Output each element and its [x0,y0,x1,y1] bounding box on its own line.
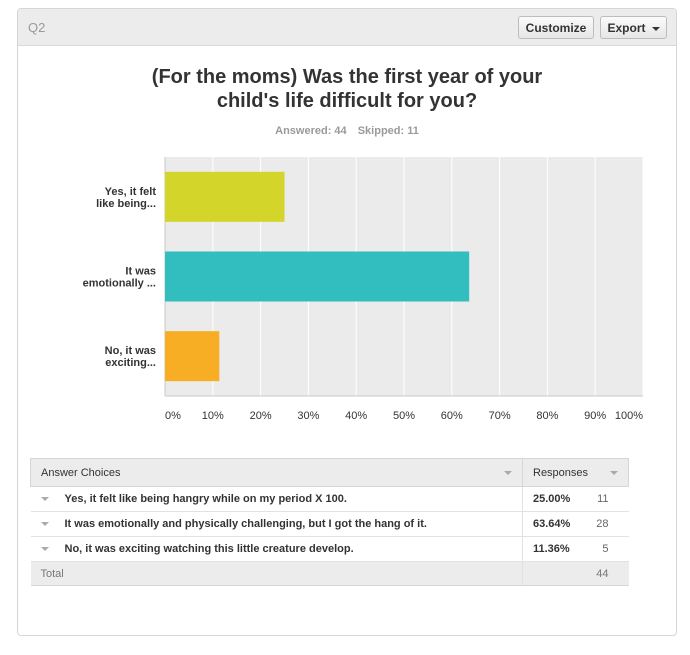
bar-chart: 0% 10% 20% 30% 40% 50% 60% 70% 80% 90% 100% Yes, it… [83,157,644,422]
expand-icon[interactable] [40,522,49,527]
answered-count: Answered: 44 [275,125,347,137]
response-count: 5 [583,536,629,562]
answer-choice-text: Yes, it felt like being hangry while on … [64,493,347,505]
response-stats: Answered: 44 Skipped: 11 [18,125,676,137]
export-button[interactable]: Export [600,16,667,39]
customize-button[interactable]: Customize [518,16,594,39]
expand-icon[interactable] [40,547,49,552]
x-tick-label: 30% [297,410,319,422]
x-tick-label: 70% [489,410,511,422]
table-row: It was emotionally and physically challe… [30,511,629,537]
category-label: emotionally ... [83,278,156,290]
response-count: 28 [583,511,629,537]
total-count: 44 [583,561,629,586]
x-tick-label: 50% [393,410,415,422]
total-row: Total 44 [30,561,629,586]
response-percent: 25.00% [522,486,584,512]
category-label: It was [125,266,156,278]
sort-icon [504,471,512,475]
x-tick-label: 20% [250,410,272,422]
question-label: Q2 [28,20,46,35]
answer-choice-text: It was emotionally and physically challe… [64,518,427,530]
answer-choice-text: No, it was exciting watching this little… [64,543,354,555]
x-tick-label: 40% [345,410,367,422]
x-tick-label: 0% [165,410,181,422]
expand-icon[interactable] [40,497,49,502]
bar [165,251,470,302]
customize-button-label: Customize [525,20,587,35]
table-row: Yes, it felt like being hangry while on … [30,486,629,512]
column-header-answer-choices[interactable]: Answer Choices [30,458,523,487]
x-tick-label: 90% [584,410,606,422]
skipped-count: Skipped: 11 [357,125,419,137]
column-header-responses[interactable]: Responses [522,458,629,487]
response-percent: 11.36% [522,536,584,562]
category-label: Yes, it felt [105,186,157,198]
response-percent: 63.64% [522,511,584,537]
category-label: exciting... [105,357,156,369]
x-tick-label: 60% [441,410,463,422]
bar [165,171,285,222]
question-title-line-2: child's life difficult for you? [216,90,478,112]
card-header: Q2 Customize Export [18,9,676,46]
total-label: Total [30,561,523,586]
x-tick-label: 10% [202,410,224,422]
question-title-line-1: (For the moms) Was the first year of you… [151,66,543,88]
bar [165,331,220,382]
sort-icon [610,471,618,475]
answer-table: Answer Choices Responses Yes, it felt li… [30,458,629,586]
x-tick-label: 80% [536,410,558,422]
column-header-responses-label: Responses [533,466,589,479]
chevron-down-icon [651,26,660,31]
x-tick-label: 100% [615,410,643,422]
category-label: No, it was [105,345,156,357]
export-button-label: Export [607,20,646,35]
question-title: (For the moms) Was the first year of you… [18,65,676,113]
table-row: No, it was exciting watching this little… [30,536,629,562]
response-count: 11 [583,486,629,512]
category-label: like being... [96,198,156,210]
column-header-answer-choices-label: Answer Choices [41,466,121,479]
